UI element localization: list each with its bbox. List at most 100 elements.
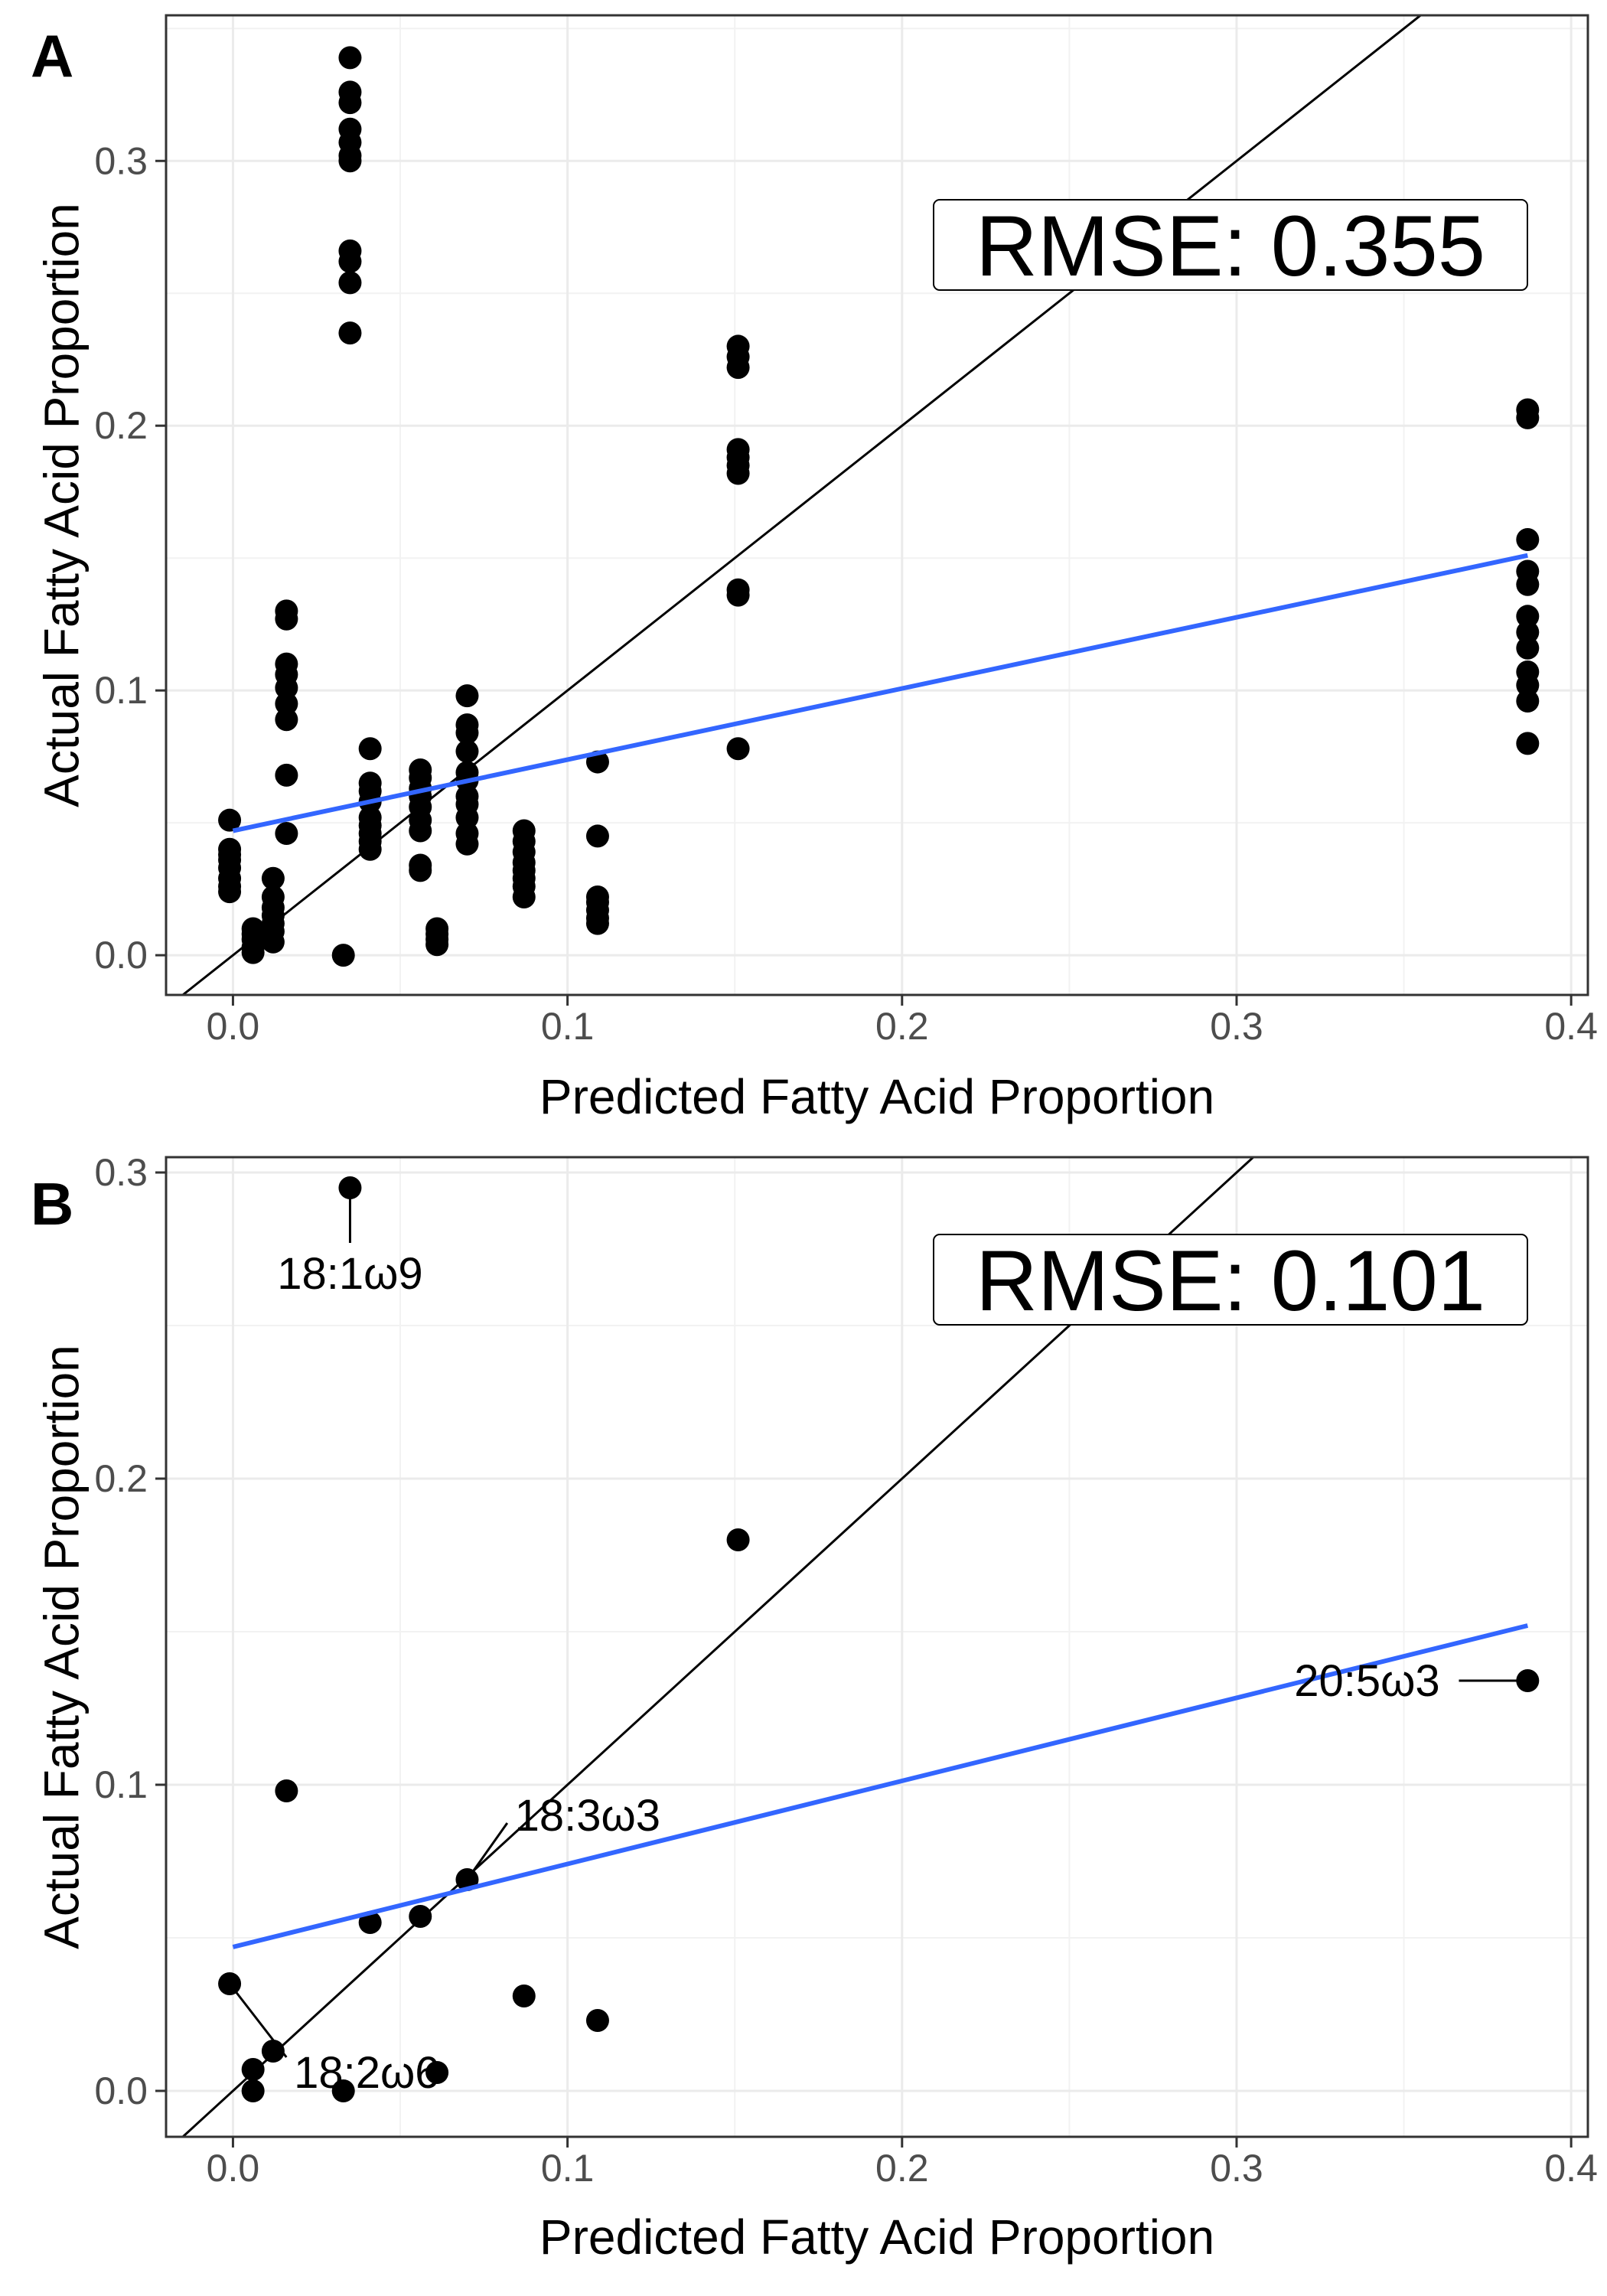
y-axis-title: Actual Fatty Acid Proportion: [34, 1345, 89, 1949]
data-point: [455, 832, 479, 856]
data-point: [241, 941, 265, 964]
data-point: [275, 763, 298, 787]
data-point: [331, 2079, 355, 2102]
data-point: [275, 692, 298, 716]
data-point: [218, 880, 242, 904]
data-point: [409, 1905, 432, 1928]
data-point: [1516, 636, 1540, 660]
data-point: [455, 721, 479, 745]
data-point: [585, 824, 609, 848]
data-point: [1516, 690, 1540, 713]
data-point: [1516, 527, 1540, 551]
data-point: [425, 933, 449, 957]
point-label: 20:5ω3: [1294, 1656, 1439, 1706]
x-tick-label: 0.4: [1544, 1005, 1598, 1048]
axes: 0.0 0.1 0.2 0.3 0.4 0.0 0.1 0.2 0.3: [94, 139, 1597, 1048]
points: [218, 46, 1540, 967]
x-axis-title: Predicted Fatty Acid Proportion: [539, 2210, 1214, 2265]
data-point: [512, 1985, 536, 2007]
data-point: [726, 583, 750, 607]
grid: [166, 1157, 1588, 2137]
panel-border: [165, 1156, 1589, 2138]
data-point: [338, 91, 362, 115]
points: [218, 1176, 1540, 2102]
data-point: [261, 2040, 285, 2063]
x-tick-label: 0.3: [1210, 2147, 1263, 2190]
data-point: [275, 821, 298, 845]
panel-border: [165, 14, 1589, 996]
y-tick-label: 0.3: [94, 1151, 148, 1194]
point-label: 18:1ω9: [277, 1249, 422, 1299]
axes: 0.0 0.1 0.2 0.3 0.4 0.0 0.1 0.2 0.3: [94, 1151, 1597, 2190]
data-point: [455, 806, 479, 830]
x-tick-label: 0.4: [1544, 2147, 1598, 2190]
data-point: [512, 885, 536, 908]
panel-b: 18:1ω9 20:5ω3 18:3ω3 18:2ω6 0.0 0.1 0.2 0.3 0.4 0…: [31, 1151, 1598, 2265]
x-tick-label: 0.3: [1210, 1005, 1263, 1048]
x-tick-label: 0.2: [875, 2147, 929, 2190]
data-point: [726, 356, 750, 380]
data-point: [275, 1779, 298, 1802]
y-axis-title: Actual Fatty Acid Proportion: [34, 203, 89, 807]
data-point: [585, 2009, 609, 2032]
data-point: [1516, 673, 1540, 697]
data-point: [1516, 572, 1540, 596]
reference-line: [181, 1157, 1256, 2137]
data-point: [358, 1911, 382, 1934]
y-tick-label: 0.0: [94, 934, 148, 977]
plot-content: [181, 1157, 1540, 2137]
data-point: [726, 1528, 750, 1551]
data-point: [726, 461, 750, 485]
data-point: [218, 1972, 242, 1995]
data-point: [261, 866, 285, 890]
data-point: [1516, 406, 1540, 429]
point-label: 18:3ω3: [515, 1791, 660, 1841]
data-point: [1516, 605, 1540, 628]
data-point: [455, 739, 479, 763]
data-point: [338, 321, 362, 345]
data-point: [455, 684, 479, 708]
rmse-box: [933, 199, 1528, 291]
data-point: [1516, 621, 1540, 644]
x-tick-label: 0.0: [207, 1005, 260, 1048]
data-point: [1516, 732, 1540, 755]
data-point: [241, 2079, 265, 2102]
fit-line: [232, 553, 1528, 833]
data-point: [338, 271, 362, 295]
data-point: [338, 46, 362, 70]
data-point: [275, 607, 298, 631]
y-tick-label: 0.2: [94, 404, 148, 447]
y-tick-label: 0.3: [94, 139, 148, 182]
y-tick-label: 0.2: [94, 1457, 148, 1500]
data-point: [358, 737, 382, 761]
x-tick-label: 0.1: [541, 2147, 595, 2190]
panel-letter: B: [31, 1170, 73, 1238]
data-point: [338, 249, 362, 273]
plot-content: [181, 15, 1540, 995]
data-point: [409, 819, 432, 843]
fit-line: [232, 1623, 1529, 1949]
rmse-label: RMSE: 0.101: [976, 1233, 1485, 1329]
x-tick-label: 0.2: [875, 1005, 929, 1048]
panel-letter: A: [31, 22, 73, 90]
data-point: [275, 676, 298, 700]
data-point: [331, 944, 355, 967]
reference-line: [181, 15, 1423, 995]
data-point: [358, 837, 382, 861]
grid: [166, 15, 1588, 995]
data-point: [409, 859, 432, 882]
data-point: [218, 808, 242, 832]
data-point: [585, 912, 609, 935]
data-point: [338, 149, 362, 173]
point-label: 18:2ω6: [294, 2048, 439, 2098]
x-tick-label: 0.1: [541, 1005, 595, 1048]
data-point: [275, 708, 298, 732]
label-connector: [466, 1822, 509, 1880]
x-tick-label: 0.0: [207, 2147, 260, 2190]
rmse-label: RMSE: 0.355: [976, 198, 1485, 294]
data-point: [261, 930, 285, 954]
data-point: [1516, 1669, 1540, 1692]
x-axis-title: Predicted Fatty Acid Proportion: [539, 1069, 1214, 1124]
plot-background: [166, 15, 1588, 995]
